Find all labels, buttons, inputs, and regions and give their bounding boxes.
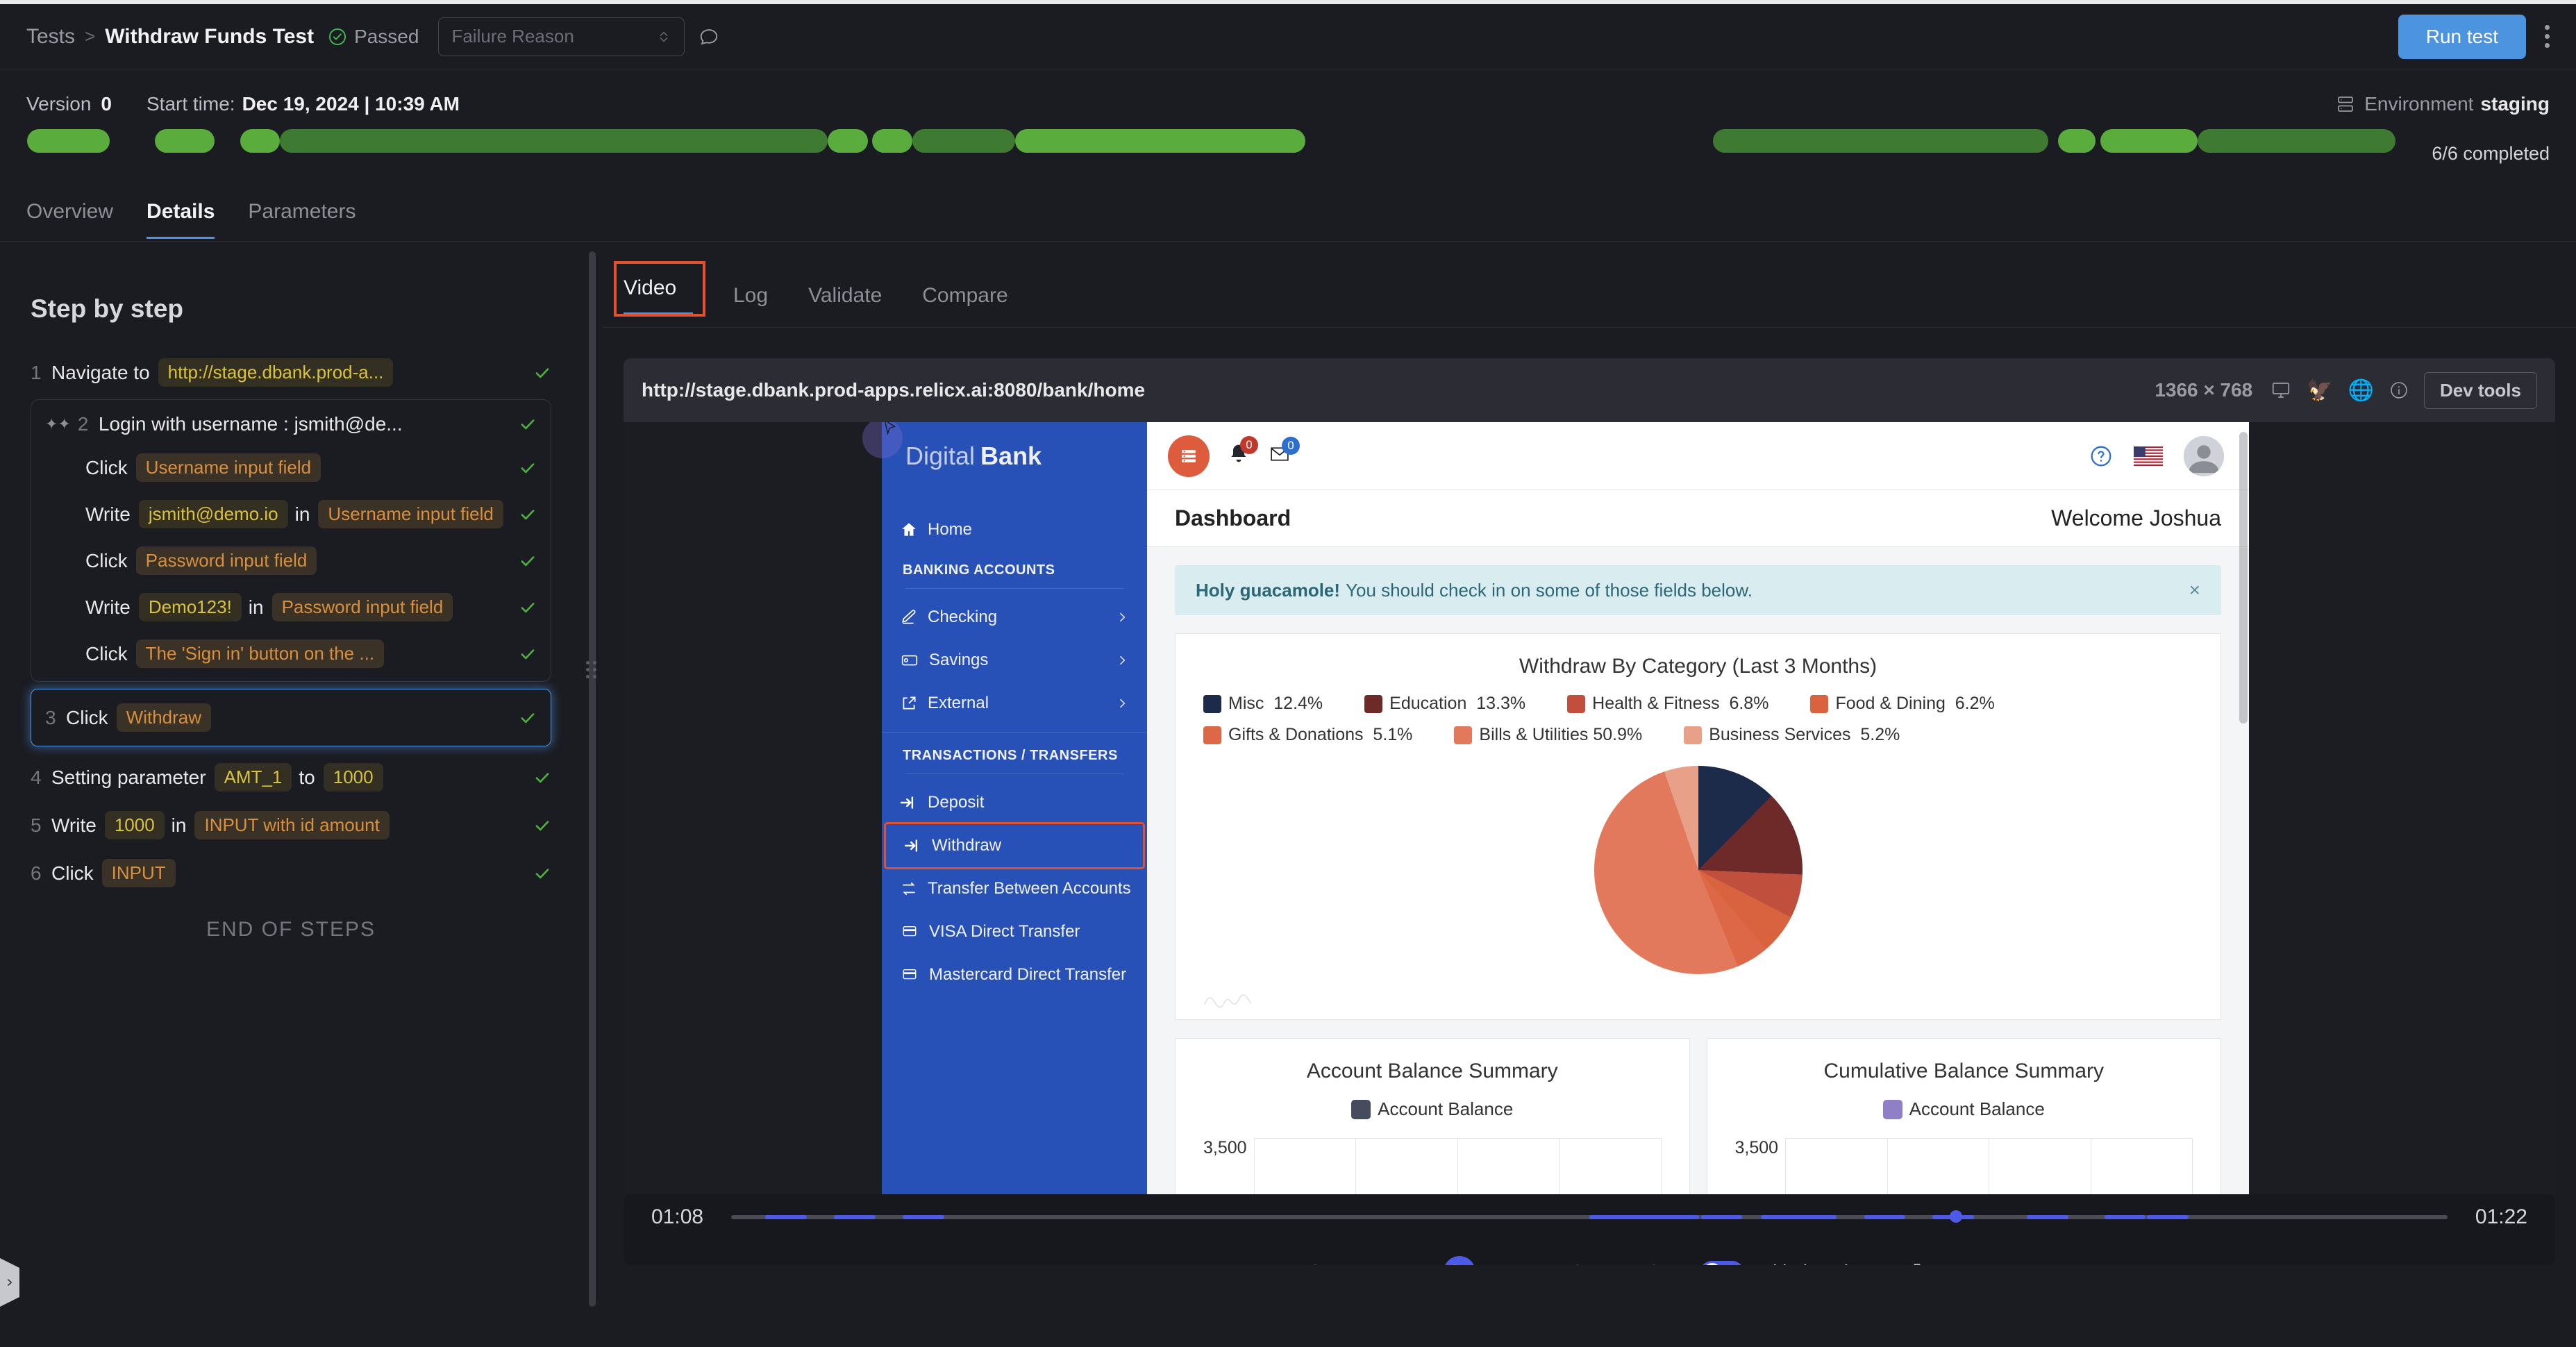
svg-text:1: 1 bbox=[905, 659, 907, 662]
